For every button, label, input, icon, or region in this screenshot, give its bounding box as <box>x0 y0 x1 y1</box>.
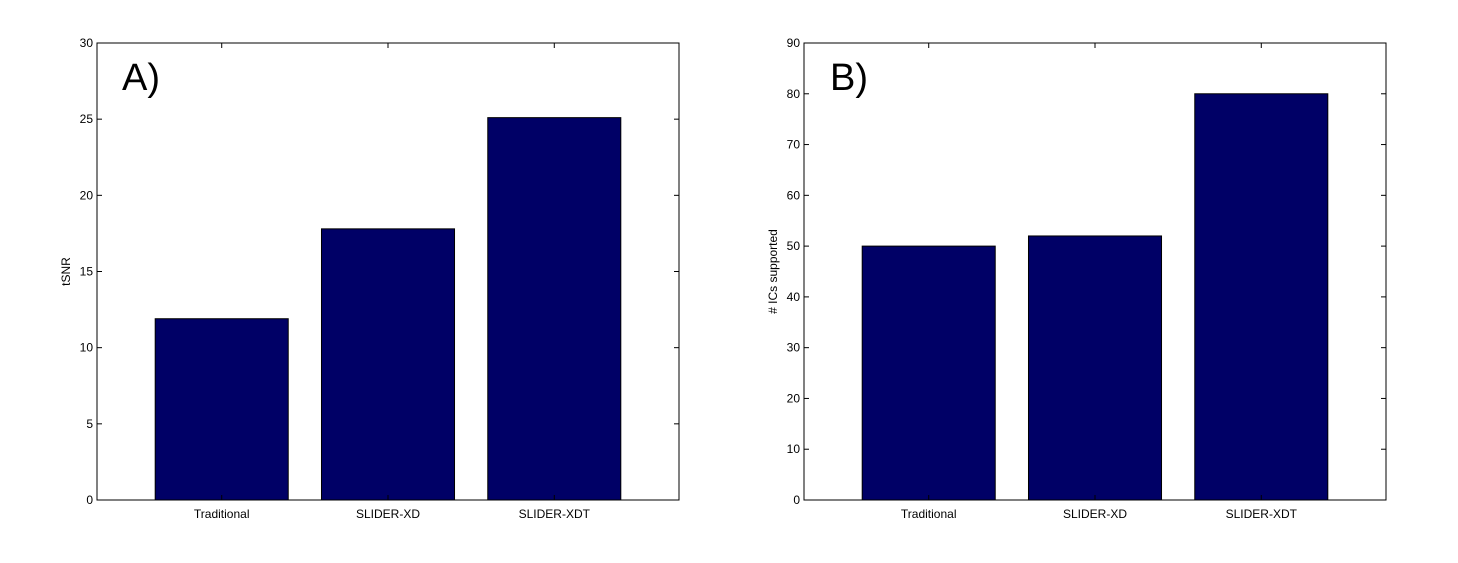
x-tick-label: Traditional <box>194 507 250 521</box>
y-tick-label: 20 <box>787 391 801 405</box>
y-tick-label: 5 <box>86 417 93 431</box>
y-tick-label: 10 <box>787 442 801 456</box>
bar-slider-xd <box>320 228 456 501</box>
y-tick-label: 20 <box>80 188 94 202</box>
bar-slider-xd <box>1027 235 1163 501</box>
y-tick-label: 90 <box>787 36 801 50</box>
y-tick-label: 15 <box>80 265 94 279</box>
panel-label: A) <box>122 57 160 99</box>
panel-b: 0 10 20 30 40 50 60 70 80 90 Traditional SLIDER-XD S… <box>766 36 1387 521</box>
x-tick-label: SLIDER-XD <box>356 507 420 521</box>
y-tick-label: 0 <box>86 493 93 507</box>
bar-slider-xdt <box>487 117 622 501</box>
y-tick-label: 80 <box>787 87 801 101</box>
y-tick-label: 60 <box>787 188 801 202</box>
bar-traditional <box>154 318 289 501</box>
y-tick-label: 25 <box>80 112 94 126</box>
bar-traditional <box>861 245 996 501</box>
x-tick-label: SLIDER-XDT <box>519 507 591 521</box>
bar-slider-xdt <box>1194 93 1329 501</box>
panel-label: B) <box>830 57 868 99</box>
y-axis-label: # ICs supported <box>766 229 780 314</box>
y-tick-label: 0 <box>793 493 800 507</box>
y-tick-label: 50 <box>787 239 801 253</box>
y-tick-label: 30 <box>787 341 801 355</box>
y-tick-label: 30 <box>80 36 94 50</box>
y-axis-label: tSNR <box>59 257 73 286</box>
x-tick-label: SLIDER-XD <box>1063 507 1127 521</box>
x-tick-label: SLIDER-XDT <box>1226 507 1298 521</box>
y-tick-label: 70 <box>787 138 801 152</box>
y-tick-label: 40 <box>787 290 801 304</box>
y-tick-label: 10 <box>80 341 94 355</box>
x-tick-label: Traditional <box>901 507 957 521</box>
panel-a: 0 5 10 15 20 25 30 Traditional SLIDER-XD SLIDER-X… <box>59 36 680 521</box>
